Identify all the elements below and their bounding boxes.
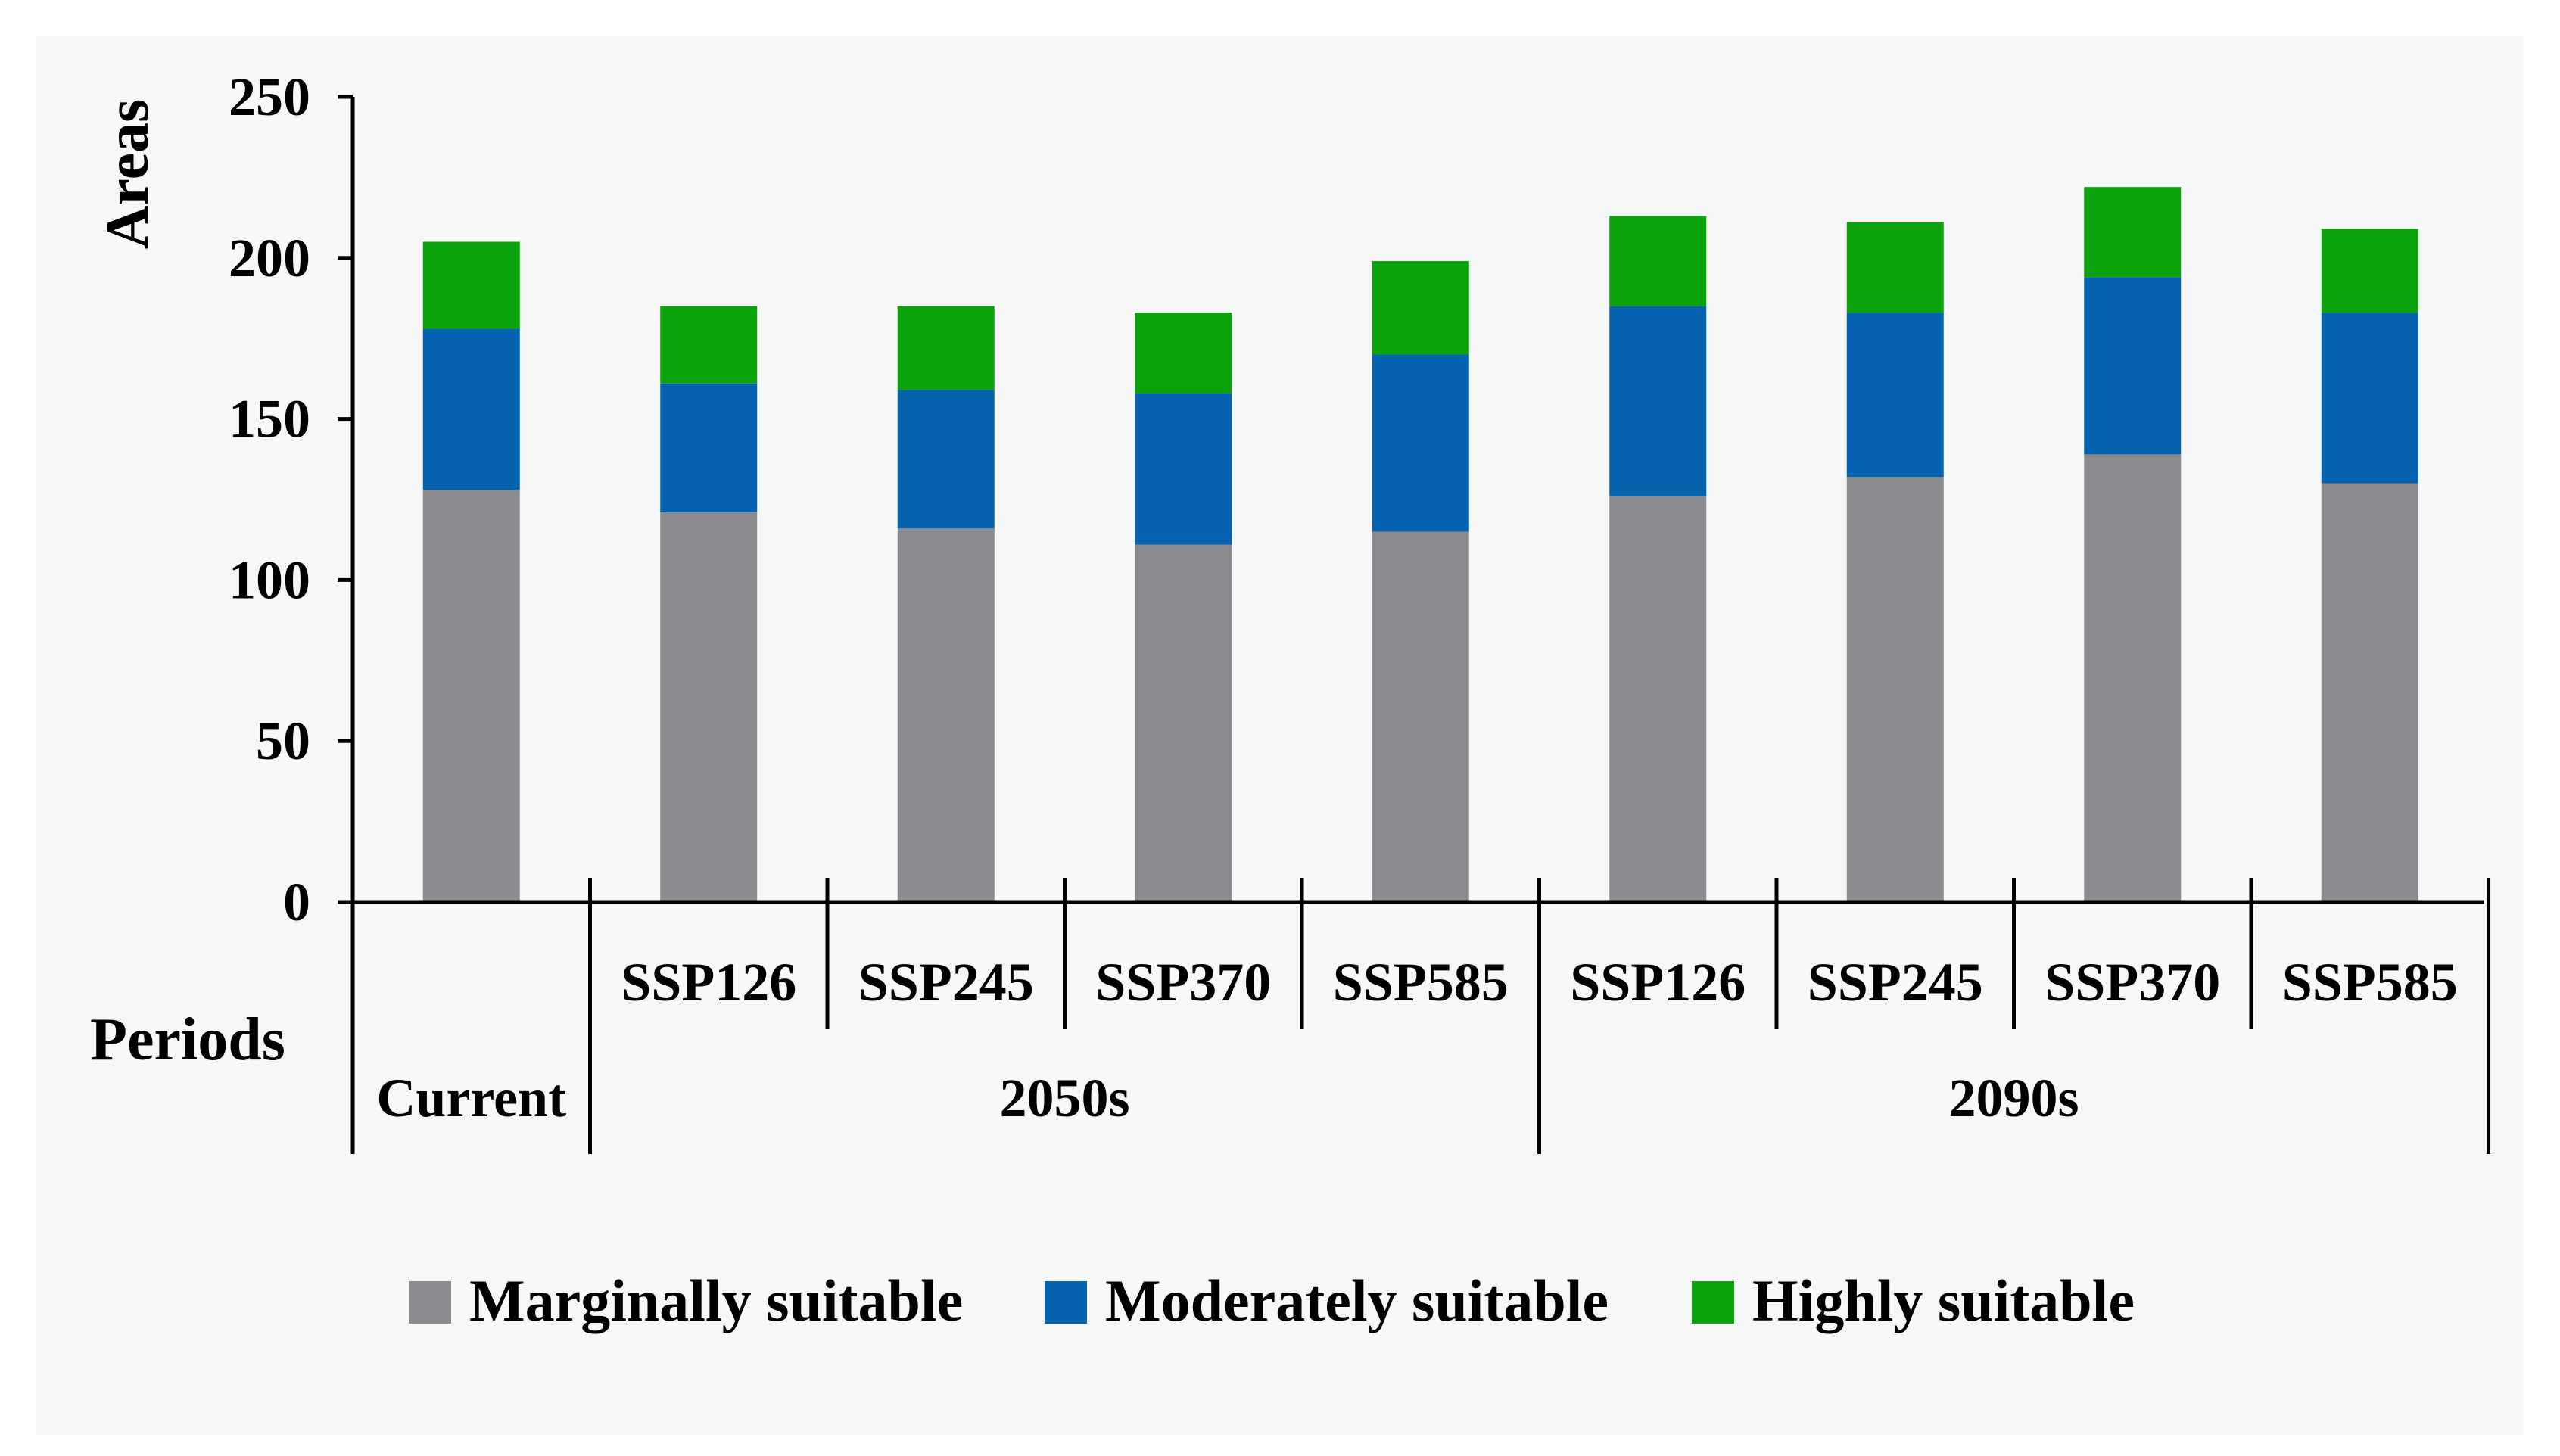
group-label: 2090s <box>1948 1068 2079 1128</box>
bar-highly-suitable <box>1846 222 1944 313</box>
y-tick-label: 0 <box>283 872 310 932</box>
x-tick-label: SSP245 <box>858 952 1034 1013</box>
bar-highly-suitable <box>1135 313 1232 394</box>
bar-moderately-suitable <box>2321 313 2418 484</box>
bar-marginally-suitable <box>422 490 520 902</box>
bar-highly-suitable <box>1372 261 1469 355</box>
y-tick-label: 250 <box>229 67 310 127</box>
y-tick-label: 150 <box>229 389 310 450</box>
bar-highly-suitable <box>1609 216 1707 306</box>
bar-moderately-suitable <box>2084 277 2182 455</box>
y-axis-label: Areas <box>95 99 161 249</box>
bar-highly-suitable <box>660 306 758 384</box>
x-tick-label: SSP126 <box>1570 952 1746 1013</box>
bar-highly-suitable <box>422 241 520 329</box>
group-label: Current <box>376 1068 566 1128</box>
legend-swatch <box>1045 1281 1087 1324</box>
x-axis-label: Periods <box>90 1006 285 1073</box>
bar-marginally-suitable <box>2084 454 2182 902</box>
bar-marginally-suitable <box>660 512 758 902</box>
bar-moderately-suitable <box>660 383 758 513</box>
bar-moderately-suitable <box>897 390 995 529</box>
legend-label: Marginally suitable <box>469 1268 963 1333</box>
y-tick-label: 50 <box>256 711 310 771</box>
bar-marginally-suitable <box>1135 544 1232 902</box>
bar-marginally-suitable <box>2321 483 2418 902</box>
y-tick-label: 200 <box>229 228 310 288</box>
bar-marginally-suitable <box>1846 477 1944 902</box>
bar-highly-suitable <box>897 306 995 390</box>
legend-swatch <box>1692 1281 1734 1324</box>
bar-moderately-suitable <box>1609 306 1707 496</box>
bar-moderately-suitable <box>1846 313 1944 478</box>
x-tick-label: SSP126 <box>621 952 796 1013</box>
legend: Marginally suitable Moderately suitable Hi… <box>409 1268 2135 1333</box>
legend-swatch <box>409 1281 451 1324</box>
bar-moderately-suitable <box>1372 354 1469 532</box>
x-tick-label: SSP370 <box>1095 952 1271 1013</box>
x-tick-label: SSP370 <box>2045 952 2220 1013</box>
group-label: 2050s <box>999 1068 1129 1128</box>
bar-moderately-suitable <box>422 328 520 490</box>
axes-layer <box>338 95 2490 1154</box>
legend-label: Moderately suitable <box>1105 1268 1609 1333</box>
bars-layer <box>422 187 2418 902</box>
labels-layer: 0 50 100 150 200 250 SSP126 SSP245 SSP370 SSP585 S… <box>229 67 2458 1128</box>
legend-label: Highly suitable <box>1752 1268 2135 1333</box>
bar-marginally-suitable <box>1609 496 1707 902</box>
y-tick-label: 100 <box>229 549 310 610</box>
x-tick-label: SSP585 <box>2282 952 2458 1013</box>
bar-moderately-suitable <box>1135 393 1232 545</box>
bar-highly-suitable <box>2084 187 2182 278</box>
x-tick-label: SSP585 <box>1333 952 1509 1013</box>
bar-highly-suitable <box>2321 229 2418 313</box>
x-tick-label: SSP245 <box>1808 952 1983 1013</box>
bar-marginally-suitable <box>1372 531 1469 902</box>
bar-marginally-suitable <box>897 528 995 902</box>
